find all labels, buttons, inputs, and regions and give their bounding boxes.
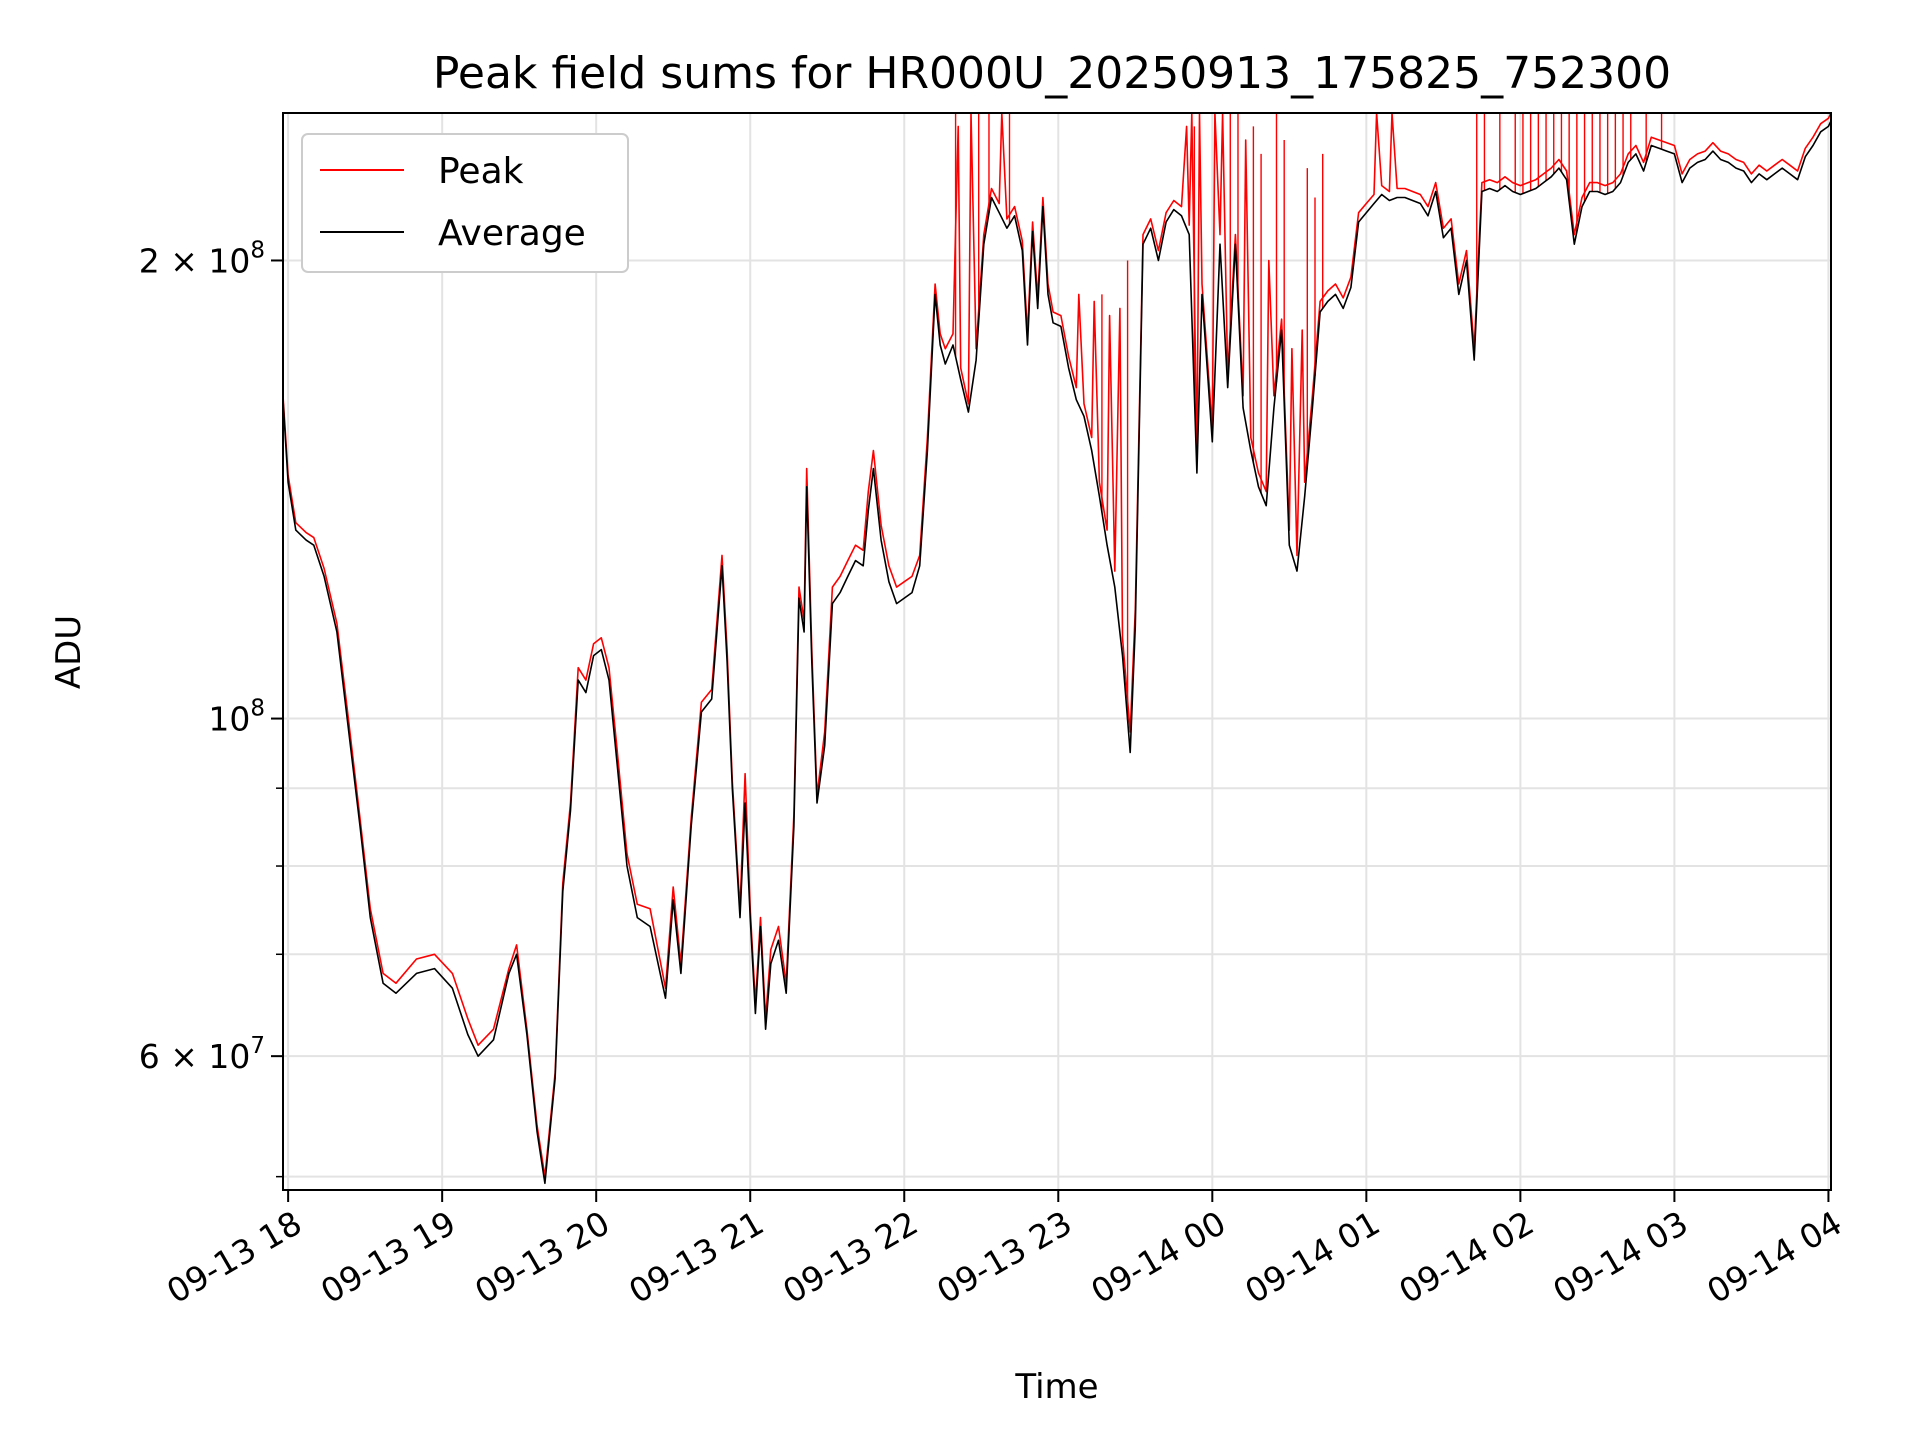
legend-label-average: Average [438, 213, 586, 254]
y-tick-label-exponent: 8 [250, 237, 265, 263]
y-tick-label-exponent: 7 [250, 1033, 265, 1059]
y-tick-label-base: 2 × 10 [139, 241, 251, 280]
x-axis-label: Time [1014, 1367, 1098, 1407]
series-line-average [283, 120, 1831, 1185]
y-tick-label: 6 × 107 [139, 1033, 265, 1076]
series-group [283, 113, 1831, 1185]
y-tick-label-base: 10 [208, 700, 250, 739]
y-tick-label-exponent: 8 [250, 696, 265, 722]
legend-box [301, 133, 629, 273]
series-line-peak [283, 113, 1831, 1178]
y-tick-label: 108 [208, 696, 265, 739]
legend: Peak Average [301, 133, 629, 273]
y-tick-label: 2 × 108 [139, 237, 265, 280]
chart-title: Peak field sums for HR000U_20250913_1758… [433, 48, 1671, 99]
plot-frame [282, 112, 1832, 1191]
y-tick-label-base: 6 × 10 [139, 1037, 251, 1076]
legend-label-peak: Peak [438, 151, 524, 192]
y-axis-label: ADU [49, 615, 89, 689]
grid [283, 113, 1831, 1190]
